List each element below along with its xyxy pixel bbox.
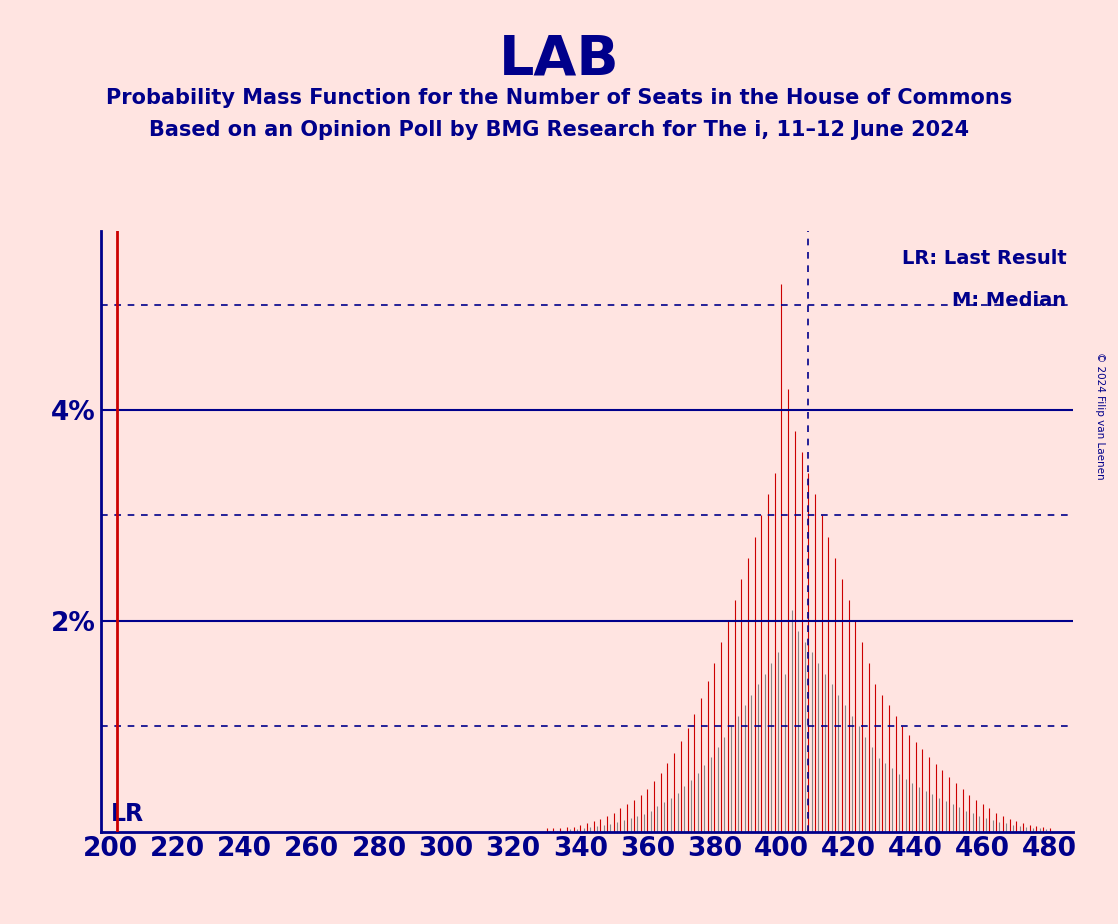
Text: Based on an Opinion Poll by BMG Research for The i, 11–12 June 2024: Based on an Opinion Poll by BMG Research… bbox=[149, 120, 969, 140]
Text: M: Median: M: Median bbox=[953, 291, 1067, 310]
Text: LAB: LAB bbox=[499, 32, 619, 86]
Text: LR: Last Result: LR: Last Result bbox=[902, 249, 1067, 268]
Text: LR: LR bbox=[111, 802, 144, 826]
Text: Probability Mass Function for the Number of Seats in the House of Commons: Probability Mass Function for the Number… bbox=[106, 88, 1012, 108]
Text: © 2024 Filip van Laenen: © 2024 Filip van Laenen bbox=[1096, 352, 1105, 480]
